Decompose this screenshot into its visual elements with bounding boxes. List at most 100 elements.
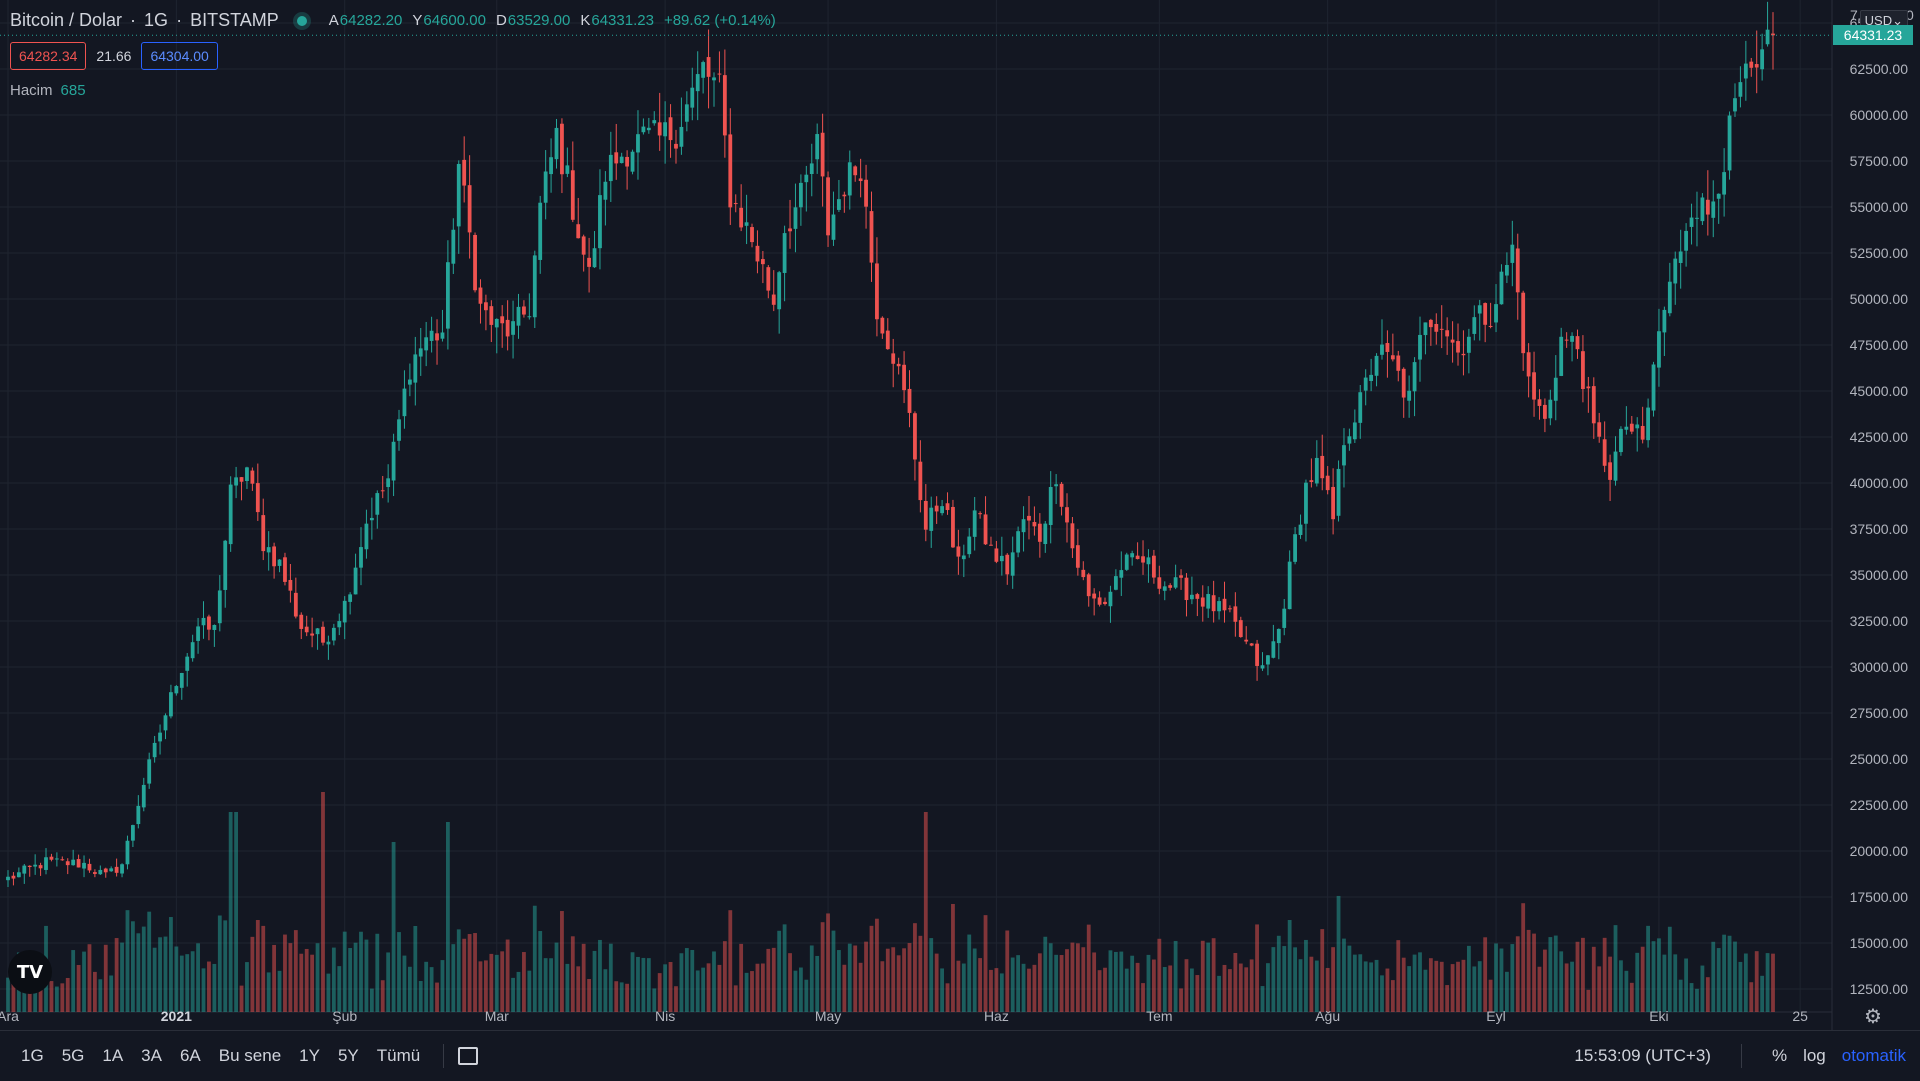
volume-bar: [815, 955, 820, 1012]
interval-label[interactable]: 1G: [144, 10, 169, 30]
candle-body: [1553, 377, 1558, 401]
volume-bar: [1358, 954, 1363, 1012]
candle-body: [22, 865, 27, 874]
candle-body: [1021, 519, 1026, 533]
candle-body: [570, 170, 575, 220]
volume-bar: [131, 921, 135, 1012]
market-status-icon[interactable]: [296, 15, 307, 26]
range-button-2[interactable]: 1A: [102, 1046, 124, 1065]
candle-body: [1260, 665, 1265, 669]
volume-bar: [109, 975, 114, 1012]
clock-time[interactable]: 15:53:09 (UTC+3): [1574, 1046, 1711, 1065]
candle-body: [1439, 328, 1444, 330]
candle-body: [1369, 374, 1374, 382]
volume-bar: [788, 953, 792, 1012]
candle-body: [1119, 570, 1124, 578]
range-button-3[interactable]: 3A: [141, 1046, 162, 1065]
candle-body: [473, 234, 477, 291]
range-button-8[interactable]: Tümü: [376, 1046, 421, 1065]
candle-body: [369, 517, 374, 521]
range-button-1[interactable]: 5G: [61, 1046, 85, 1065]
volume-bar: [1548, 937, 1553, 1012]
range-button-4[interactable]: 6A: [179, 1046, 201, 1065]
candle-body: [684, 104, 689, 122]
volume-bar: [473, 933, 477, 1012]
volume-bar: [489, 953, 494, 1012]
auto-scale-toggle[interactable]: otomatik: [1841, 1046, 1906, 1065]
x-tick-label: Eyl: [1486, 1008, 1505, 1024]
candle-body: [847, 162, 852, 196]
volume-bar: [228, 812, 233, 1012]
symbol-name[interactable]: Bitcoin / Dolar: [10, 10, 123, 30]
range-button-0[interactable]: 1G: [21, 1046, 44, 1065]
volume-legend[interactable]: Hacim 685: [10, 82, 86, 99]
percent-scale-toggle[interactable]: %: [1771, 1046, 1788, 1065]
candle-body: [695, 74, 700, 92]
tradingview-logo[interactable]: TV: [8, 950, 52, 994]
volume-bar: [1684, 958, 1689, 1012]
candle-body: [885, 330, 890, 350]
range-button-5[interactable]: Bu sene: [218, 1046, 282, 1065]
candle-body: [989, 544, 993, 546]
volume-bar: [1434, 960, 1439, 1012]
candle-body: [1151, 555, 1156, 578]
candle-body: [380, 490, 385, 492]
candle-body: [397, 419, 401, 441]
volume-bar: [1065, 949, 1069, 1012]
log-scale-toggle[interactable]: log: [1803, 1046, 1826, 1065]
candle-body: [1450, 339, 1455, 343]
volume-bar: [1097, 970, 1102, 1012]
volume-bar: [679, 953, 684, 1012]
candle-body: [576, 224, 581, 239]
volume-bar: [842, 964, 847, 1012]
volume-bar: [554, 942, 559, 1012]
settings-gear-icon[interactable]: ⚙: [1864, 1006, 1882, 1028]
candle-body: [391, 441, 396, 481]
volume-bar: [1048, 943, 1053, 1012]
candle-body: [1466, 336, 1471, 353]
volume-bar: [1515, 936, 1520, 1012]
candle-body: [310, 633, 315, 636]
volume-bar: [1407, 966, 1412, 1012]
candle-body: [1684, 230, 1689, 251]
volume-bar: [570, 936, 575, 1012]
buy-button[interactable]: 64304.00: [141, 42, 218, 70]
volume-bar: [315, 943, 320, 1012]
candle-body: [1054, 484, 1059, 487]
y-tick-label: 25000.00: [1850, 751, 1909, 767]
range-button-7[interactable]: 5Y: [337, 1046, 359, 1065]
sell-button[interactable]: 64282.34: [10, 42, 87, 70]
volume-bar: [136, 933, 141, 1012]
volume-bar: [608, 943, 613, 1012]
volume-bar: [435, 982, 439, 1012]
volume-bar: [120, 942, 124, 1012]
volume-bar: [494, 954, 499, 1012]
y-tick-label: 40000.00: [1850, 475, 1909, 491]
candle-body: [1700, 197, 1705, 222]
candle-body: [342, 600, 347, 623]
candle-body: [484, 302, 488, 311]
volume-bar: [690, 949, 695, 1012]
range-button-6[interactable]: 1Y: [299, 1046, 320, 1065]
candle-body: [1526, 352, 1531, 377]
time-axis: Ara 2021 Şub Mar Nis May Haz Tem Ağu Eyl Eki 25: [0, 1008, 1808, 1024]
candle-body: [212, 624, 217, 630]
volume-bar: [1059, 955, 1064, 1012]
candle-body: [1168, 585, 1173, 588]
candle-body: [250, 470, 255, 484]
volume-bar: [331, 947, 336, 1012]
candle-body: [272, 546, 277, 567]
volume-bar: [375, 933, 380, 1012]
change-value: +89.62 (+0.14%): [663, 12, 776, 29]
date-range-calendar-icon[interactable]: [458, 1047, 479, 1065]
candle-body: [1537, 399, 1542, 406]
candle-body: [614, 152, 619, 164]
candle-body: [1385, 343, 1390, 352]
bid-ask-quotes: 64282.34 21.66 64304.00: [10, 42, 218, 70]
candle-body: [1190, 594, 1194, 600]
candle-body: [549, 157, 553, 175]
volume-bar: [934, 953, 939, 1012]
volume-bar: [1667, 926, 1672, 1012]
candle-body: [1418, 334, 1422, 360]
